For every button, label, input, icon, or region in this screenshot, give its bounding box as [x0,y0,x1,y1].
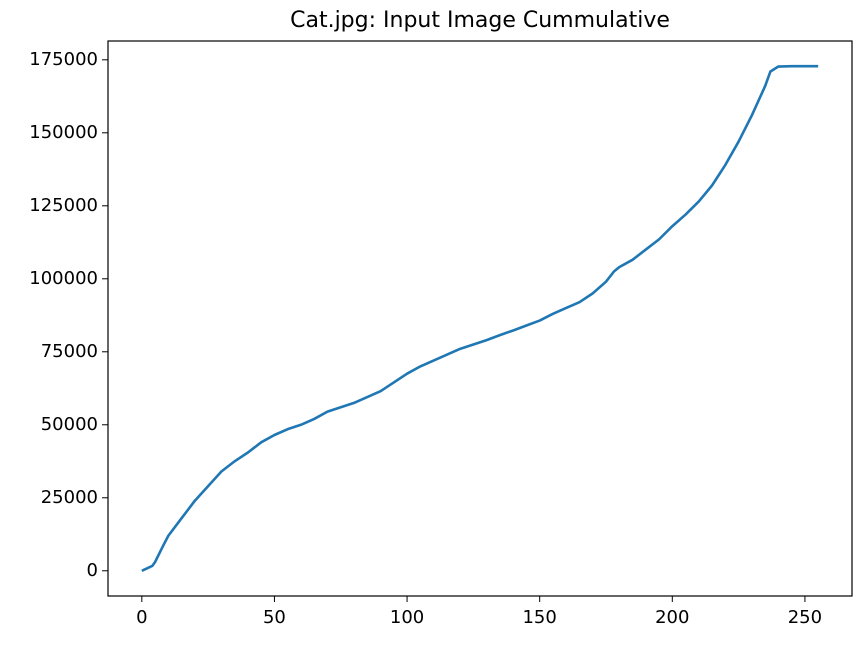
y-tick-label: 175000 [29,49,98,70]
y-tick-label: 25000 [41,487,98,508]
plot-frame [107,40,853,597]
x-tick-label: 200 [655,607,689,628]
y-tick-label: 125000 [29,195,98,216]
data-line [141,64,819,572]
y-tick-label: 100000 [29,268,98,289]
y-tick-label: 150000 [29,122,98,143]
y-tick-label: 0 [87,560,98,581]
y-tick-label: 75000 [41,341,98,362]
x-tick-label: 100 [390,607,424,628]
x-tick-label: 0 [136,607,147,628]
y-tick-label: 50000 [41,414,98,435]
x-tick-label: 50 [263,607,286,628]
chart-title: Cat.jpg: Input Image Cummulative [290,8,670,33]
x-tick-label: 250 [788,607,822,628]
x-tick-label: 150 [522,607,556,628]
